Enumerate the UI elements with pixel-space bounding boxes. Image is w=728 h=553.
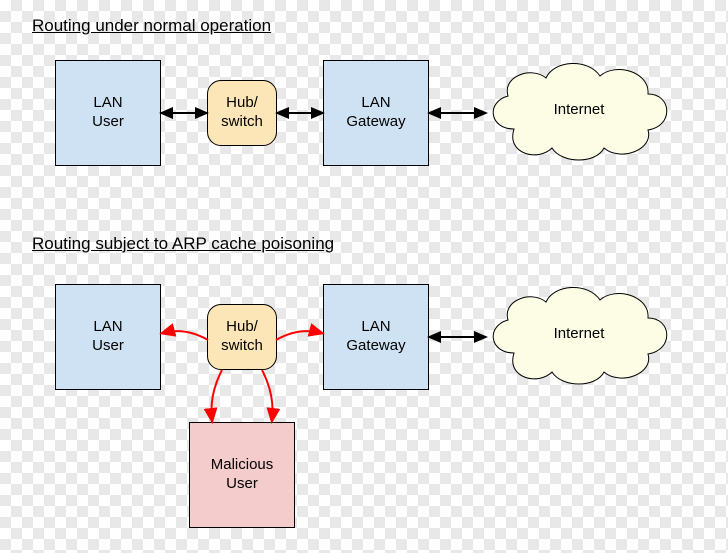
node-hub-switch-poison: Hub/switch (207, 304, 277, 370)
node-malicious-user: MaliciousUser (189, 422, 295, 528)
node-lan-user-poison: LANUser (55, 284, 161, 390)
node-lan-user-normal: LANUser (55, 60, 161, 166)
title-poison: Routing subject to ARP cache poisoning (32, 234, 334, 254)
node-internet-cloud-normal: Internet (484, 54, 674, 166)
node-internet-cloud-poison: Internet (484, 278, 674, 390)
node-lan-gateway-poison: LANGateway (323, 284, 429, 390)
diagram-canvas: Routing under normal operation Routing s… (0, 0, 728, 553)
node-hub-switch-normal: Hub/switch (207, 80, 277, 146)
node-lan-gateway-normal: LANGateway (323, 60, 429, 166)
title-normal: Routing under normal operation (32, 16, 271, 36)
